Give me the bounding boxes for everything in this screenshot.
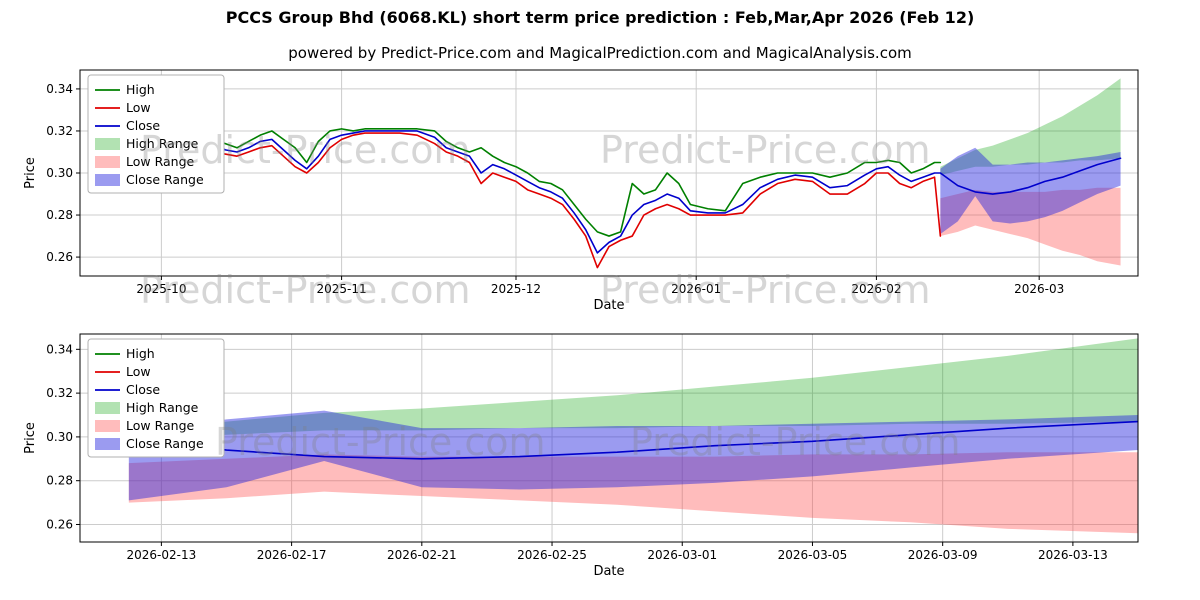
svg-text:2026-03-09: 2026-03-09: [908, 548, 978, 562]
svg-text:0.26: 0.26: [46, 250, 73, 264]
svg-text:Low: Low: [126, 364, 151, 379]
svg-text:Close Range: Close Range: [126, 172, 204, 187]
historical-price-chart: 2025-10 2025-11 2025-12 2026-01 2026-02 2026-…: [23, 69, 1139, 313]
svg-text:Close: Close: [126, 118, 160, 133]
svg-text:2026-02-17: 2026-02-17: [257, 548, 327, 562]
svg-text:2025-12: 2025-12: [491, 282, 541, 296]
svg-text:2026-03-13: 2026-03-13: [1038, 548, 1108, 562]
svg-text:2025-11: 2025-11: [317, 282, 367, 296]
svg-text:High: High: [126, 346, 155, 361]
svg-text:2026-02: 2026-02: [851, 282, 901, 296]
svg-text:Close: Close: [126, 382, 160, 397]
svg-text:0.32: 0.32: [46, 124, 73, 138]
svg-text:High Range: High Range: [126, 136, 199, 151]
page-title: PCCS Group Bhd (6068.KL) short term pric…: [225, 8, 975, 27]
svg-text:0.30: 0.30: [46, 430, 73, 444]
svg-text:0.32: 0.32: [46, 386, 73, 400]
svg-text:High Range: High Range: [126, 400, 199, 415]
svg-text:Low Range: Low Range: [126, 418, 195, 433]
svg-text:2025-10: 2025-10: [136, 282, 186, 296]
svg-text:2026-02-21: 2026-02-21: [387, 548, 457, 562]
svg-text:0.34: 0.34: [46, 342, 73, 356]
svg-text:Date: Date: [593, 298, 624, 313]
svg-text:Low Range: Low Range: [126, 154, 195, 169]
svg-text:Date: Date: [593, 564, 624, 579]
forecast-zoom-chart: 2026-02-13 2026-02-17 2026-02-21 2026-02-25…: [23, 333, 1139, 579]
svg-text:High: High: [126, 82, 155, 97]
page-subtitle: powered by Predict-Price.com and Magical…: [288, 44, 912, 62]
svg-text:2026-02-25: 2026-02-25: [517, 548, 587, 562]
svg-text:Price: Price: [23, 157, 38, 189]
svg-text:2026-03-01: 2026-03-01: [647, 548, 717, 562]
svg-text:2026-03: 2026-03: [1014, 282, 1064, 296]
svg-text:Price: Price: [23, 422, 38, 454]
svg-text:2026-02-13: 2026-02-13: [127, 548, 197, 562]
svg-text:2026-01: 2026-01: [671, 282, 721, 296]
svg-text:0.28: 0.28: [46, 208, 73, 222]
svg-text:Close Range: Close Range: [126, 436, 204, 451]
svg-text:0.26: 0.26: [46, 517, 73, 531]
svg-text:0.30: 0.30: [46, 166, 73, 180]
svg-text:0.28: 0.28: [46, 474, 73, 488]
svg-text:Low: Low: [126, 100, 151, 115]
svg-text:2026-03-05: 2026-03-05: [778, 548, 848, 562]
svg-text:0.34: 0.34: [46, 82, 73, 96]
